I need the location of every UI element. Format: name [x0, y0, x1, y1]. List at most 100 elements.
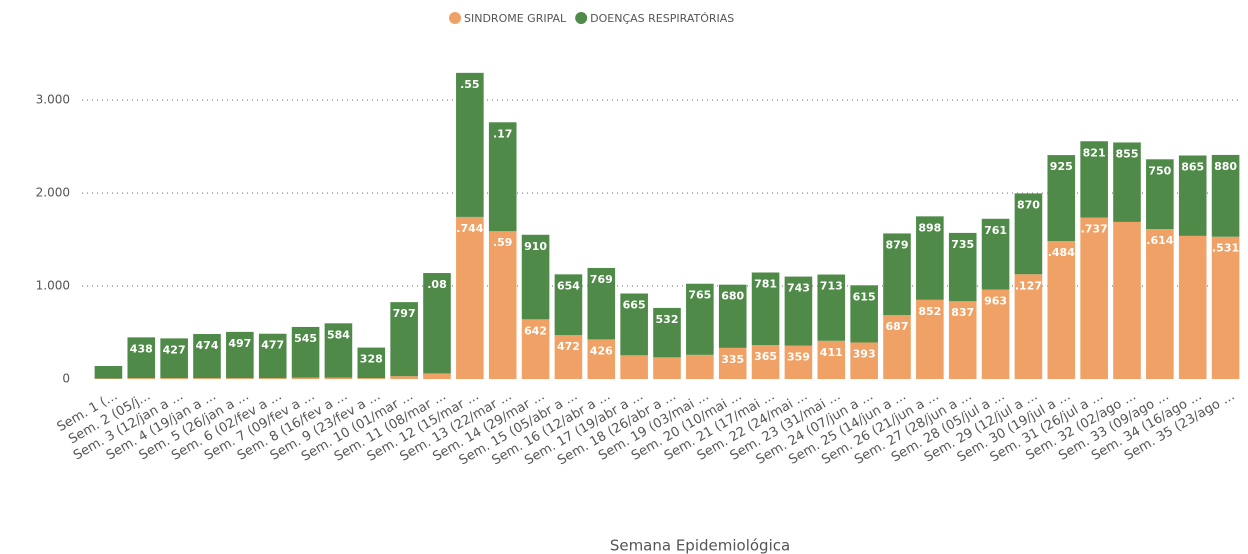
data-label: 393 [853, 347, 876, 360]
data-label: 743 [787, 282, 810, 295]
data-label: .614 [1146, 234, 1173, 247]
data-label: 855 [1116, 147, 1139, 160]
data-label: .127 [1015, 279, 1042, 292]
data-label: 497 [228, 337, 251, 350]
data-label: 963 [984, 294, 1007, 307]
bar-segment [1014, 274, 1043, 379]
bar-segment [1178, 155, 1207, 236]
bar-segment [1211, 154, 1240, 237]
bar-segment [324, 377, 353, 379]
data-label: 898 [918, 221, 941, 234]
data-label: .55 [460, 78, 480, 91]
legend-marker [575, 12, 588, 24]
data-label: 584 [327, 328, 350, 341]
bar-segment [160, 378, 188, 379]
data-label: 328 [360, 353, 383, 366]
data-label: 870 [1017, 198, 1040, 211]
bar-segment [653, 357, 681, 379]
data-label: 765 [688, 289, 711, 302]
data-label: 837 [951, 306, 974, 319]
data-label: 365 [754, 350, 777, 363]
bar-segment [784, 276, 813, 346]
x-axis-title: Semana Epidemiológica [610, 537, 790, 554]
data-label: 532 [656, 313, 679, 326]
data-label: 750 [1148, 164, 1171, 177]
bar-segment [751, 345, 780, 379]
data-label: 735 [951, 238, 974, 251]
y-tick-label: 0 [62, 372, 70, 386]
bar-segment [981, 218, 1010, 290]
data-label: 642 [524, 324, 547, 337]
bar-segment [423, 273, 451, 374]
bar-segment [488, 231, 517, 379]
bar-segment [291, 377, 320, 379]
data-label: 687 [886, 320, 909, 333]
bar-segment [127, 378, 156, 379]
bar-segment [291, 326, 320, 378]
bar-segment [817, 340, 846, 379]
bar-segment [226, 378, 254, 379]
bar-segment [620, 293, 648, 356]
legend-marker [449, 12, 461, 24]
bar-segment [160, 338, 188, 379]
data-label: 335 [721, 353, 744, 366]
bar-segment [686, 283, 714, 355]
data-label: .737 [1081, 223, 1108, 236]
bar-segment [554, 274, 583, 336]
legend-label: DOENÇAS RESPIRATÓRIAS [590, 12, 734, 25]
bar-segment [883, 233, 911, 316]
bar-segment [94, 365, 123, 379]
bar-segment [423, 373, 451, 379]
data-label: 477 [261, 339, 284, 352]
data-label: 427 [163, 343, 186, 356]
data-label: 879 [886, 238, 909, 251]
y-tick-label: 3.000 [36, 93, 70, 107]
bar-segment [948, 232, 977, 302]
y-tick-label: 1.000 [36, 279, 70, 293]
bar-segment [1080, 217, 1108, 379]
bar-segment [554, 335, 583, 379]
data-label: 761 [984, 224, 1007, 237]
data-label: 797 [393, 307, 416, 320]
data-label: 925 [1050, 160, 1073, 173]
bar-segment [1047, 155, 1076, 242]
bar-segment [916, 216, 944, 300]
bar-segment [456, 72, 484, 217]
bar-segment [883, 315, 911, 379]
bar-segment [718, 284, 747, 348]
bar-segment [258, 378, 287, 379]
bar-segment [817, 274, 846, 341]
bar-segment [357, 378, 386, 379]
bar-segment [1146, 159, 1174, 229]
bar-segment [1178, 235, 1207, 379]
bar-segment [1146, 228, 1174, 379]
bar-segment [948, 301, 977, 379]
data-label: 438 [130, 342, 153, 355]
data-label: 654 [557, 279, 580, 292]
bar-segment [357, 347, 386, 379]
data-label: 665 [623, 298, 646, 311]
data-label: 359 [787, 351, 810, 364]
data-label: 426 [590, 344, 613, 357]
bar-segment [686, 354, 714, 379]
data-label: 615 [853, 290, 876, 303]
bar-segment [751, 272, 780, 346]
data-label: 865 [1181, 160, 1204, 173]
bar-segment [981, 289, 1010, 379]
bar-segment [193, 334, 221, 379]
bar-segment [258, 333, 287, 379]
bar-segment [850, 342, 878, 379]
data-label: .531 [1212, 242, 1239, 255]
data-label: .744 [456, 222, 483, 235]
bar-segment [784, 345, 813, 379]
data-label: 910 [524, 240, 547, 253]
bar-segment [587, 267, 616, 340]
bar-segment [521, 234, 550, 320]
bar-segment [390, 302, 418, 377]
data-label: 545 [294, 332, 317, 345]
bar-segment [226, 331, 254, 379]
bar-segment [916, 299, 944, 379]
data-label: 880 [1214, 160, 1237, 173]
bar-segment [1080, 141, 1108, 218]
